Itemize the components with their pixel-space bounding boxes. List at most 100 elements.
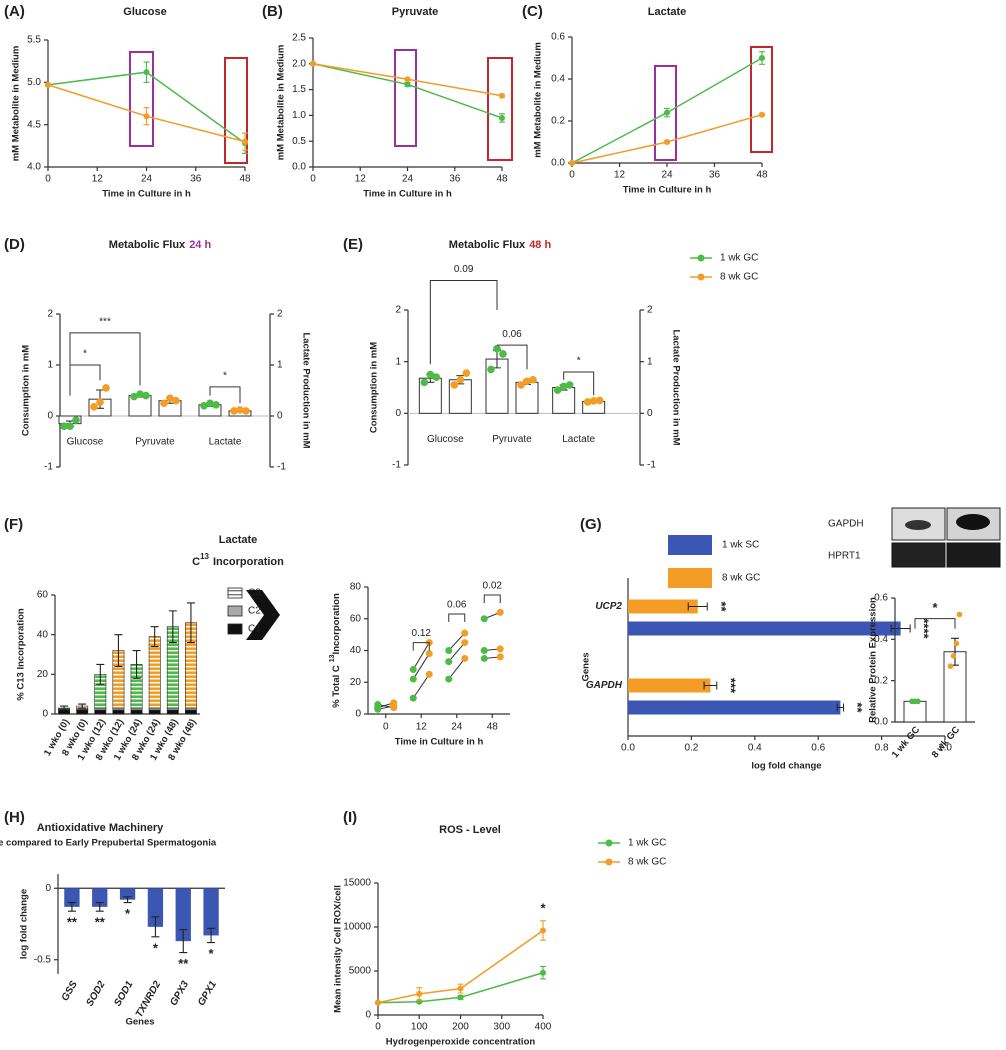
data-point: [583, 398, 592, 406]
error-bar: [150, 626, 159, 648]
annotation: *: [932, 600, 938, 615]
x-tick-label: 0.8: [875, 743, 889, 754]
y-axis-label: % Total C 13Incorporation: [329, 593, 342, 708]
y-axis-label: mM Metabolite in Medium: [276, 45, 287, 161]
highlight-box: [129, 51, 154, 147]
chart-title: Glucose: [123, 6, 166, 18]
bar-segment: [185, 709, 197, 715]
y-tick-label: 1.0: [292, 110, 306, 121]
y-tick-label: 20: [350, 677, 362, 688]
chart-subtitle-part: C: [192, 556, 200, 568]
data-point: [172, 396, 180, 405]
pair-line: [412, 674, 430, 699]
data-point: [130, 392, 138, 401]
panel-label: (I): [343, 809, 357, 826]
x-tick-label: 0: [310, 174, 316, 185]
legend-dot: [697, 254, 705, 262]
data-point: [540, 927, 546, 934]
data-point: [569, 160, 575, 166]
data-point: [456, 375, 465, 384]
data-point: [432, 373, 441, 381]
pair-line: [412, 642, 430, 670]
bar: [175, 888, 191, 942]
error-bar: [96, 663, 105, 685]
chart-title-text: Glucose: [123, 6, 166, 18]
y-tick-label: -0.5: [34, 954, 52, 965]
data-point: [310, 60, 316, 67]
data-point: [426, 370, 435, 379]
data-point: [404, 81, 411, 88]
data-point: [404, 76, 411, 83]
y-tick-label: 0: [42, 709, 48, 720]
annotation: *: [577, 356, 581, 367]
error-bar: [95, 902, 104, 912]
annotation: 0.02: [483, 581, 503, 592]
legend-label: C3: [248, 588, 261, 599]
x-tick-label: 0.6: [811, 743, 825, 754]
annotation: **: [714, 601, 729, 612]
annotation: *: [223, 371, 227, 382]
data-point: [664, 139, 670, 145]
data-point: [420, 378, 429, 387]
series-line: [377, 972, 544, 1004]
error-bar: [179, 929, 188, 954]
y-axis-label: Mean intensity Cell ROX/cell: [333, 885, 344, 1013]
legend-label: 1 wk SC: [722, 540, 759, 551]
chart-subtitle: Late compared to Early Prepubertal Sperm…: [0, 838, 217, 849]
data-point: [759, 111, 765, 118]
x-tick-label: Pyruvate: [135, 437, 175, 448]
x-tick-label: 0.2: [684, 743, 698, 754]
y-axis-label: Lactate Production in mM: [670, 329, 681, 445]
y-tick-label: 0.2: [551, 116, 565, 127]
legend-label: 8 wk GC: [628, 857, 666, 868]
error-bar: [687, 602, 708, 611]
data-point: [425, 650, 433, 658]
chart-title-text: ROS - Level: [439, 824, 501, 836]
blot-label: HPRT1: [828, 551, 861, 562]
data-point: [445, 658, 453, 666]
bar: [903, 700, 927, 723]
panel-label: (C): [522, 3, 543, 20]
error-bar: [123, 896, 132, 904]
legend-swatch: [668, 535, 712, 555]
y-tick-label: 4.0: [27, 162, 41, 173]
chart-title-text: Antioxidative Machinery: [37, 822, 164, 834]
annotation: 0.06: [447, 600, 467, 611]
annotation: **: [95, 915, 106, 930]
highlight-box: [654, 65, 677, 161]
chart-subtitle-part: Incorporation: [213, 556, 284, 568]
annotation: 0.06: [502, 329, 522, 340]
data-point: [450, 381, 459, 389]
legend-dot: [697, 273, 705, 281]
annotation: **: [67, 915, 78, 930]
y-axis-label: log fold change: [19, 889, 30, 959]
x-tick-label: 1.0: [938, 743, 952, 754]
bar: [628, 678, 711, 693]
x-tick-label: 0: [569, 170, 575, 181]
chart-title-text: Lactate: [219, 534, 258, 546]
data-point: [664, 109, 670, 116]
y-tick-label: 10000: [343, 922, 371, 933]
data-point: [409, 694, 417, 702]
y-tick-label: 1.5: [292, 84, 306, 95]
chart-title: Lactate: [648, 6, 687, 18]
y-tick-label: 0: [647, 408, 653, 419]
x-tick-label: 48: [496, 174, 508, 185]
x-tick-label: Lactate: [209, 437, 242, 448]
x-axis-label: Time in Culture in h: [102, 189, 191, 200]
error-bar: [67, 902, 76, 912]
annotation: *: [209, 946, 215, 961]
data-point: [212, 400, 220, 409]
highlight-boxes: [129, 46, 773, 164]
significance-bracket: [483, 594, 501, 603]
x-tick-label: 36: [190, 174, 202, 185]
legend-swatch: [227, 587, 243, 599]
panel-label: (H): [4, 809, 25, 826]
y-tick-label: 1: [647, 356, 653, 367]
error-bar: [186, 602, 195, 644]
data-point: [540, 969, 546, 976]
y-tick-label: 15000: [343, 878, 371, 889]
data-point: [461, 639, 469, 647]
annotation: **: [850, 702, 865, 713]
x-tick-label: Lactate: [562, 434, 595, 445]
